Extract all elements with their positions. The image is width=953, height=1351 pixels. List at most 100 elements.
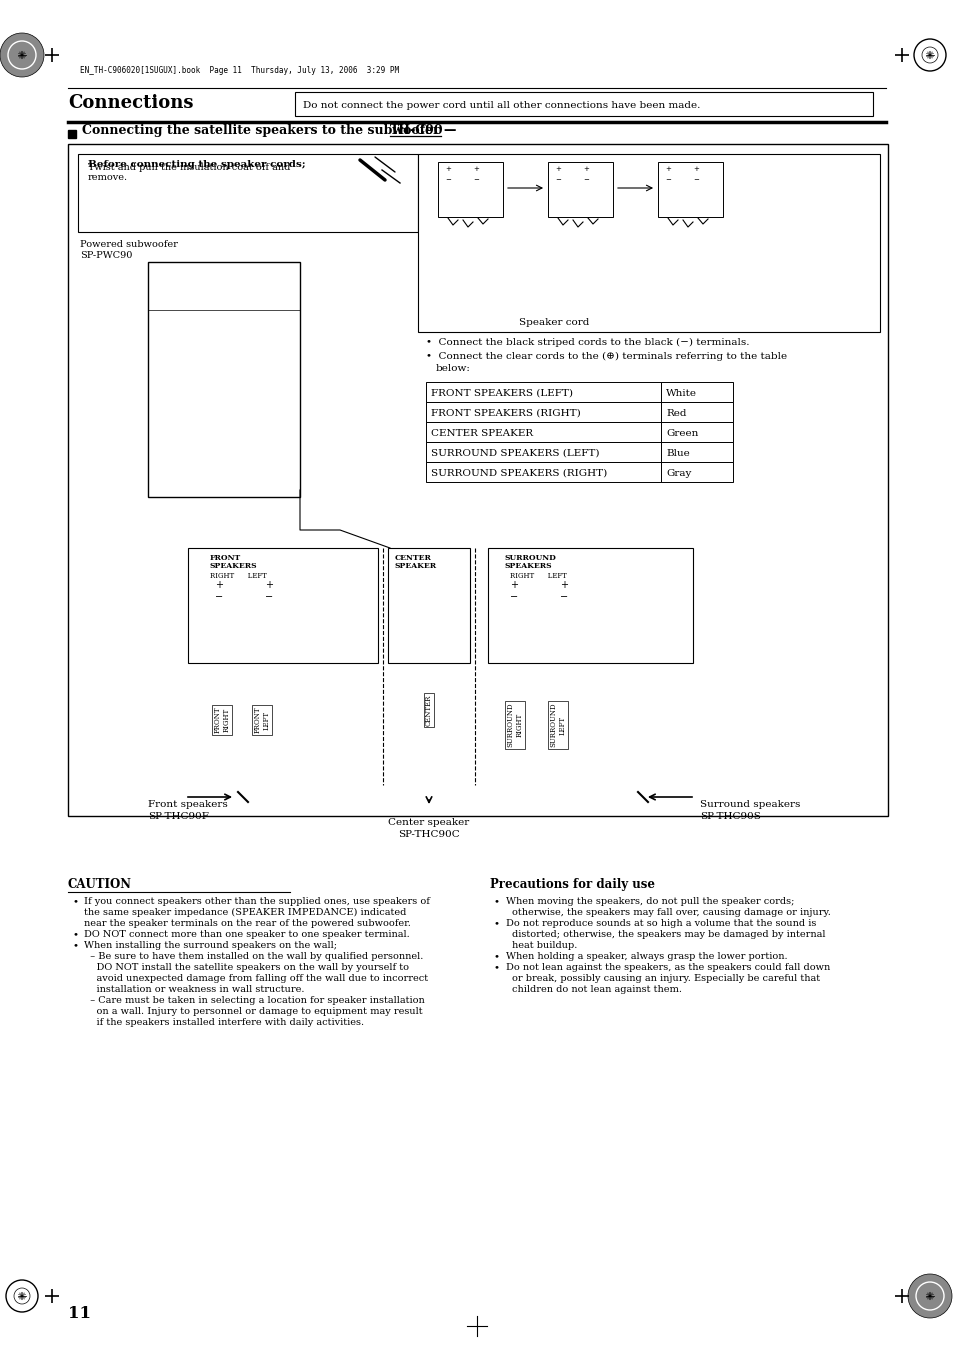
Text: •: • [494,963,499,971]
Text: +: + [559,580,567,590]
Text: FRONT SPEAKERS (RIGHT): FRONT SPEAKERS (RIGHT) [431,409,580,417]
Bar [660,403,732,422]
Text: •  Connect the black striped cords to the black (−) terminals.: • Connect the black striped cords to the… [426,338,749,347]
Text: +: + [265,580,273,590]
Text: SURROUND
RIGHT: SURROUND RIGHT [506,703,523,747]
Bar [547,162,613,218]
Bar [562,597,578,613]
Text: or break, possibly causing an injury. Especially be careful that: or break, possibly causing an injury. Es… [512,974,820,984]
Bar [294,92,872,116]
Text: −: − [582,177,588,182]
Circle shape [907,1274,951,1319]
Text: SP-THC90S: SP-THC90S [700,812,760,821]
Text: If you connect speakers other than the supplied ones, use speakers of: If you connect speakers other than the s… [84,897,430,907]
Bar [245,597,261,613]
Text: •  Connect the clear cords to the (⊕) terminals referring to the table: • Connect the clear cords to the (⊕) ter… [426,351,786,361]
Bar [232,436,242,455]
Bar [660,382,732,403]
Bar [562,613,578,630]
Bar [522,597,538,613]
Text: FRONT: FRONT [210,554,241,562]
Text: +: + [664,166,670,172]
Bar [426,382,660,403]
Text: Twist and pull the insulation coat off and
remove.: Twist and pull the insulation coat off a… [88,162,290,182]
Bar [228,432,288,459]
Text: •: • [494,897,499,907]
Bar [225,613,241,630]
Text: −: − [444,177,451,182]
Text: •: • [494,919,499,928]
Bar [690,163,714,178]
Bar [397,597,414,613]
Text: Do not reproduce sounds at so high a volume that the sound is: Do not reproduce sounds at so high a vol… [505,919,816,928]
Text: below:: below: [436,363,471,373]
Text: −: − [692,177,699,182]
Text: SURROUND SPEAKERS (RIGHT): SURROUND SPEAKERS (RIGHT) [431,469,607,478]
Bar [188,549,377,663]
Text: •: • [494,952,499,961]
Bar [442,180,467,193]
Bar [553,180,577,193]
Bar [205,597,221,613]
Text: the same speaker impedance (SPEAKER IMPEDANCE) indicated: the same speaker impedance (SPEAKER IMPE… [84,908,406,917]
Bar [502,613,518,630]
Text: heat buildup.: heat buildup. [512,942,577,950]
Text: Do not lean against the speakers, as the speakers could fall down: Do not lean against the speakers, as the… [505,963,829,971]
Text: otherwise, the speakers may fall over, causing damage or injury.: otherwise, the speakers may fall over, c… [512,908,830,917]
Bar [205,613,221,630]
Text: Powered subwoofer: Powered subwoofer [80,240,177,249]
Text: SP-THC90C: SP-THC90C [397,830,459,839]
Bar [419,613,436,630]
Bar [471,180,495,193]
Text: FRONT
LEFT: FRONT LEFT [253,707,271,734]
Bar [148,262,299,497]
Text: Do not connect the power cord until all other connections have been made.: Do not connect the power cord until all … [303,101,700,109]
Text: children do not lean against them.: children do not lean against them. [512,985,681,994]
Bar [397,613,414,630]
Bar [268,436,277,455]
Text: −: − [510,592,517,603]
Text: RIGHT      LEFT: RIGHT LEFT [510,571,566,580]
Text: When installing the surround speakers on the wall;: When installing the surround speakers on… [84,942,336,950]
Bar [426,422,660,442]
Text: +: + [473,166,478,172]
Bar [488,549,692,663]
Text: Before connecting the speaker cords;: Before connecting the speaker cords; [88,159,305,169]
Text: Front speakers: Front speakers [148,800,228,809]
Text: +: + [582,166,588,172]
Text: EN_TH-C906020[1SUGUX].book  Page 11  Thursday, July 13, 2006  3:29 PM: EN_TH-C906020[1SUGUX].book Page 11 Thurs… [80,66,398,76]
Text: −: − [559,592,568,603]
Text: Connections: Connections [68,95,193,112]
Text: SURROUND SPEAKERS (LEFT): SURROUND SPEAKERS (LEFT) [431,449,598,458]
Text: +: + [214,580,223,590]
Text: FRONT
RIGHT: FRONT RIGHT [213,707,231,734]
Text: SURROUND
LEFT: SURROUND LEFT [549,703,566,747]
Text: CENTER SPEAKER: CENTER SPEAKER [431,430,533,438]
Text: Center speaker: Center speaker [388,817,469,827]
Text: SP-THC90F: SP-THC90F [148,812,209,821]
Text: RIGHT      LEFT: RIGHT LEFT [210,571,267,580]
Text: Connecting the satellite speakers to the subwoofer —: Connecting the satellite speakers to the… [82,124,460,136]
Text: DO NOT connect more than one speaker to one speaker terminal.: DO NOT connect more than one speaker to … [84,929,410,939]
Bar [542,613,558,630]
Text: CAUTION: CAUTION [68,878,132,892]
Bar [542,597,558,613]
Text: – Care must be taken in selecting a location for speaker installation: – Care must be taken in selecting a loca… [84,996,424,1005]
Text: avoid unexpected damage from falling off the wall due to incorrect: avoid unexpected damage from falling off… [84,974,428,984]
Text: distorted; otherwise, the speakers may be damaged by internal: distorted; otherwise, the speakers may b… [512,929,824,939]
Text: +: + [444,166,451,172]
Bar [658,162,722,218]
Text: installation or weakness in wall structure.: installation or weakness in wall structu… [84,985,304,994]
Bar [660,442,732,462]
Bar [484,650,692,785]
Text: Precautions for daily use: Precautions for daily use [490,878,655,892]
Bar [662,180,686,193]
Text: CENTER: CENTER [395,554,432,562]
Text: −: − [664,177,670,182]
Bar [68,130,76,138]
Text: +: + [510,580,517,590]
Text: CENTER: CENTER [424,694,433,725]
Bar [522,613,538,630]
Text: +: + [555,166,560,172]
Bar [250,436,260,455]
